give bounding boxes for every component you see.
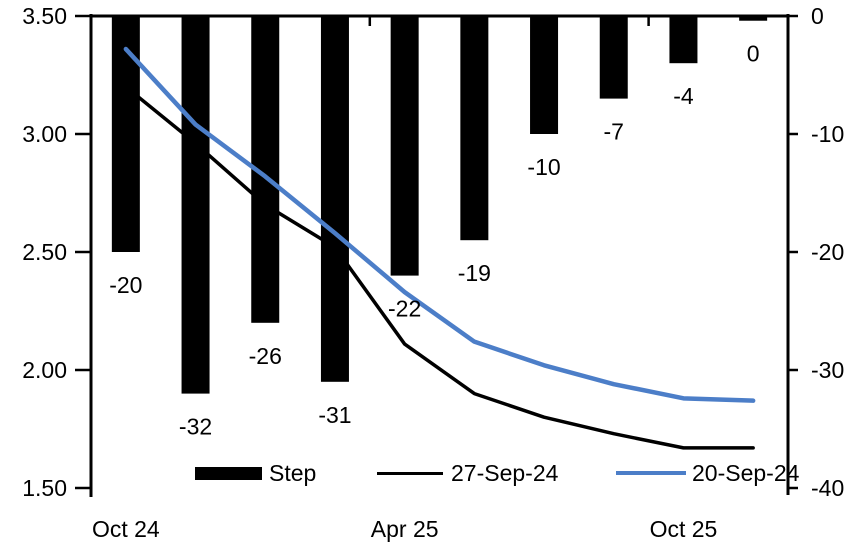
bar-data-label: -32 [179,414,212,440]
legend-label-27-sep-24: 27-Sep-24 [451,460,559,486]
left-axis-tick-label: 2.00 [22,357,67,383]
legend-item-20-sep-24: 20-Sep-24 [616,459,799,487]
bar-data-label: -20 [109,272,142,298]
right-axis-tick-label: 0 [811,3,824,29]
x-axis-label: Oct 25 [650,516,718,542]
legend-label-20-sep-24: 20-Sep-24 [692,460,800,486]
bar-data-label: -10 [527,154,560,180]
left-axis-tick-label: 3.50 [22,3,67,29]
legend-label-step: Step [269,460,317,486]
left-axis-tick-label: 2.50 [22,239,67,265]
right-axis-tick-label: -30 [811,357,844,383]
line-20-sep-24 [123,46,756,403]
right-axis-tick-label: -10 [811,121,844,147]
bar-step [320,16,349,382]
bar-data-label: 0 [747,41,760,67]
bar-step [111,16,140,252]
line-27-sep-24 [124,85,755,450]
right-axis-tick-label: -20 [811,239,844,265]
bar-step [669,16,698,64]
bar-data-label: -19 [458,260,491,286]
right-axis-tick-label: -40 [811,475,844,501]
bar-step [530,16,559,134]
left-axis-tick-label: 3.00 [22,121,67,147]
x-axis-label: Apr 25 [371,516,439,542]
bar-data-label: -22 [388,296,421,322]
bar-step [181,16,210,394]
bar-step [460,16,489,241]
black-line-swatch-icon [377,471,443,475]
bar-data-label: -31 [318,402,351,428]
left-axis-tick-label: 1.50 [22,475,67,501]
bar-step [739,16,768,21]
bar-step [390,16,419,276]
bar-step [599,16,628,99]
x-axis-label: Oct 24 [92,516,160,542]
bar-data-label: -4 [673,83,694,109]
step-bar-swatch-icon [195,466,262,480]
legend-item-step: Step [195,459,316,487]
blue-line-swatch-icon [616,471,686,475]
bar-data-label: -7 [604,119,624,145]
bar-data-label: -26 [249,343,282,369]
legend-item-27-sep-24: 27-Sep-24 [377,459,558,487]
chart-legend: Step 27-Sep-24 20-Sep-24 [0,459,852,487]
